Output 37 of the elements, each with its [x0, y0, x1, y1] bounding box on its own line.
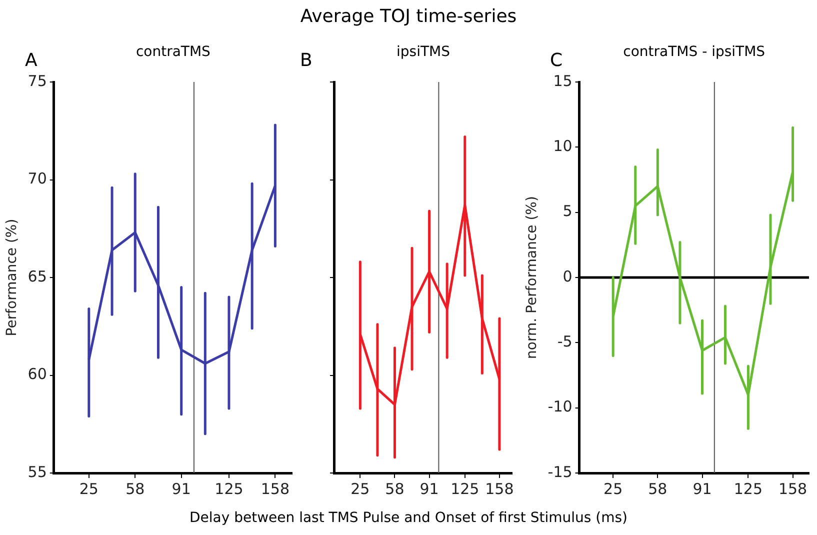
y-tick-label: 75 [28, 72, 47, 90]
x-tick-label: 125 [734, 480, 763, 498]
x-tick-label: 91 [420, 480, 439, 498]
x-axis-title: Delay between last TMS Pulse and Onset of first Stimulus (ms) [188, 510, 628, 526]
x-tick-label: 91 [692, 480, 712, 498]
x-tick-label: 58 [126, 480, 145, 498]
y-axis-title: Performance (%) [4, 218, 20, 336]
text: A [25, 50, 38, 71]
y-tick-label: 65 [28, 267, 47, 286]
x-tick-label: 25 [350, 480, 370, 498]
x-tick-label: 91 [172, 480, 191, 498]
chart-subtitle: contraTMS - ipsiTMS [623, 44, 766, 60]
x-tick-label: 58 [648, 480, 668, 498]
y-tick-label: 15 [553, 72, 572, 90]
y-tick-label: 55 [28, 462, 47, 481]
y-tick-label: 5 [562, 202, 572, 220]
x-tick-label: 125 [214, 480, 244, 498]
y-tick-label: 10 [553, 137, 572, 156]
y-tick-label: -15 [548, 462, 572, 481]
y-tick-label: 0 [562, 267, 572, 286]
x-tick-label: 25 [604, 480, 623, 498]
x-tick-label: 158 [260, 480, 290, 498]
x-tick-label: 125 [450, 480, 480, 498]
y-tick-label: -10 [548, 398, 572, 416]
chart-subtitle: ipsiTMS [396, 44, 450, 60]
text: C [550, 50, 563, 71]
y-tick-label: 60 [28, 365, 47, 384]
x-tick-label: 58 [385, 480, 404, 498]
x-tick-label: 25 [79, 480, 98, 498]
x-tick-label: 158 [485, 480, 514, 498]
y-tick-label: -5 [557, 332, 572, 351]
y-axis-title: norm. Performance (%) [524, 196, 540, 359]
chart-title: Average TOJ time-series [299, 6, 518, 27]
text: B [300, 50, 312, 71]
x-tick-label: 158 [778, 480, 808, 498]
chart-subtitle: contraTMS [136, 44, 210, 60]
y-tick-label: 70 [28, 170, 47, 188]
